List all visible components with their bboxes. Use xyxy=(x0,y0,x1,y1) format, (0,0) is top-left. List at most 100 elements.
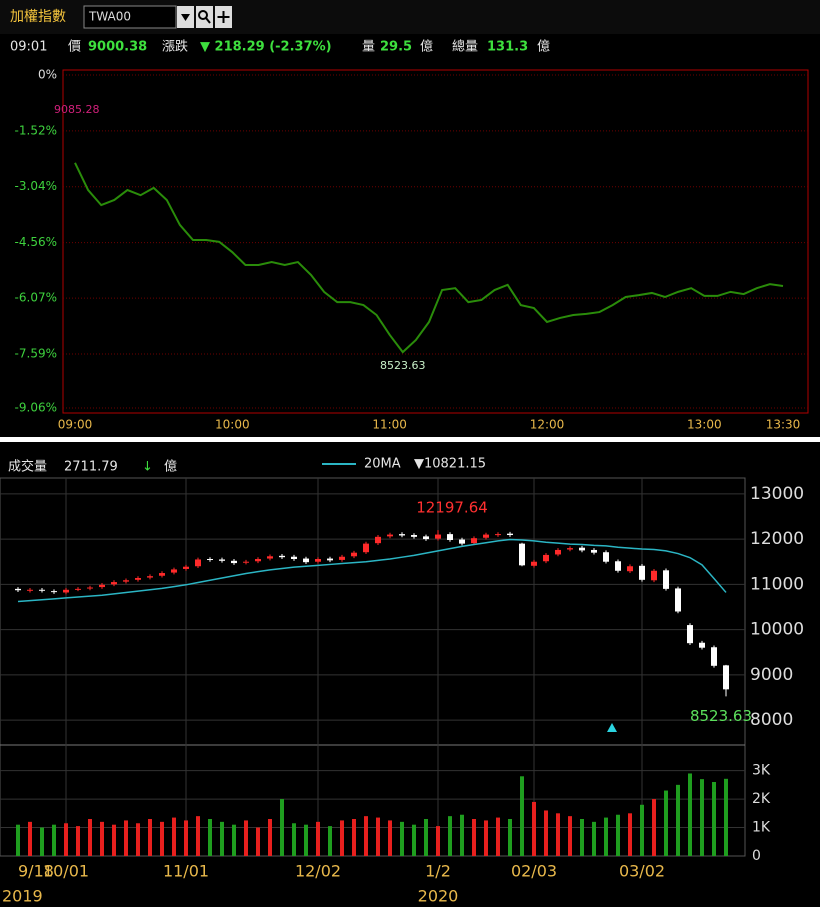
symbol-input[interactable] xyxy=(83,5,177,29)
volume-bar xyxy=(232,824,236,856)
quote-time: 09:01 xyxy=(10,40,47,55)
candle-body xyxy=(123,580,129,582)
volume-bar xyxy=(100,821,104,856)
volume-unit: 億 xyxy=(164,459,177,475)
x-tick-label: 12/02 xyxy=(295,862,341,881)
candle-body xyxy=(639,565,645,580)
candle-body xyxy=(195,559,201,567)
volume-bar xyxy=(328,826,332,856)
high-annotation: 12197.64 xyxy=(416,499,488,517)
y-tick-label: 0 xyxy=(752,848,761,864)
volume-bar xyxy=(472,819,476,856)
quote-unit: 億 xyxy=(420,39,433,55)
quote-price: 9000.38 xyxy=(88,40,147,55)
volume-bar xyxy=(340,820,344,856)
candle-body xyxy=(567,548,573,550)
volume-bar xyxy=(376,817,380,856)
volume-bar xyxy=(544,810,548,856)
candle-body xyxy=(315,559,321,562)
low-annotation: 8523.63 xyxy=(690,707,752,725)
candle-body xyxy=(339,556,345,560)
candle-body xyxy=(519,543,525,566)
year-label: 2020 xyxy=(418,887,459,906)
candle-body xyxy=(723,665,729,690)
volume-bar xyxy=(280,799,284,856)
candle-body xyxy=(603,552,609,562)
candle-body xyxy=(267,556,273,559)
x-tick-label: 9/18 xyxy=(18,862,54,881)
intraday-frame xyxy=(62,69,809,414)
volume-bar xyxy=(16,824,20,856)
candle-body xyxy=(423,536,429,540)
symbol: TWA00 xyxy=(88,10,131,24)
volume-bar xyxy=(700,779,704,856)
volume-bar xyxy=(88,819,92,856)
candle-body xyxy=(39,589,45,591)
candle-body xyxy=(447,534,453,540)
volume-bar xyxy=(508,819,512,856)
candle-body xyxy=(207,559,213,561)
volume-bar xyxy=(256,827,260,856)
y-tick-label: 12000 xyxy=(750,529,804,549)
candle-body xyxy=(63,589,69,593)
title: 加權指數 xyxy=(10,9,66,25)
candle-body xyxy=(159,573,165,576)
volume-bar xyxy=(532,801,536,856)
daily-frame xyxy=(0,477,746,857)
y-tick-label: 1K xyxy=(752,820,771,836)
search-icon xyxy=(198,10,208,20)
volume-bar xyxy=(136,823,140,856)
candle-body xyxy=(75,588,81,590)
volume-bar xyxy=(292,823,296,856)
volume-bar xyxy=(652,799,656,856)
volume-last: 2711.79 xyxy=(64,460,118,475)
candle-body xyxy=(231,560,237,564)
candle-body xyxy=(459,539,465,544)
quote-total: 131.3 xyxy=(487,40,528,55)
volume-bar xyxy=(220,821,224,856)
volume-bar xyxy=(580,819,584,856)
quote-unit: 億 xyxy=(537,39,550,55)
candle-body xyxy=(675,588,681,612)
candle-body xyxy=(579,547,585,551)
volume-bar xyxy=(556,813,560,856)
volume-bar xyxy=(316,821,320,856)
quote-volume: 29.5 xyxy=(380,40,412,55)
candle-body xyxy=(303,558,309,563)
volume-bar xyxy=(244,820,248,856)
dropdown-icon xyxy=(181,14,190,21)
y-tick-label: 0% xyxy=(38,68,57,82)
candle-body xyxy=(375,536,381,544)
candle-body xyxy=(87,587,93,589)
x-tick-label: 10/01 xyxy=(43,862,89,881)
candle-body xyxy=(183,566,189,569)
volume-bar xyxy=(592,821,596,856)
separator xyxy=(0,437,820,442)
candle-body xyxy=(351,552,357,557)
candle-body xyxy=(699,642,705,648)
high-annotation: 9085.28 xyxy=(54,103,100,116)
volume-bar xyxy=(172,817,176,856)
volume-bar xyxy=(664,790,668,856)
volume-title: 成交量 xyxy=(8,459,47,475)
quote-label: 總量 xyxy=(452,39,478,55)
candle-body xyxy=(255,559,261,562)
volume-bar xyxy=(364,816,368,856)
volume-bar xyxy=(184,820,188,856)
volume-bar xyxy=(28,821,32,856)
volume-bar xyxy=(112,824,116,856)
y-tick-label: 13000 xyxy=(750,484,804,504)
candle-body xyxy=(615,561,621,571)
y-tick-label: -6.07% xyxy=(15,291,57,305)
y-tick-label: 10000 xyxy=(750,620,804,640)
volume-bar xyxy=(448,816,452,856)
candle-body xyxy=(435,534,441,539)
low-annotation: 8523.63 xyxy=(380,359,426,372)
candle-body xyxy=(51,591,57,593)
volume-bar xyxy=(40,827,44,856)
candle-body xyxy=(363,543,369,553)
y-tick-label: -3.04% xyxy=(15,179,57,193)
volume-bar xyxy=(724,778,728,856)
